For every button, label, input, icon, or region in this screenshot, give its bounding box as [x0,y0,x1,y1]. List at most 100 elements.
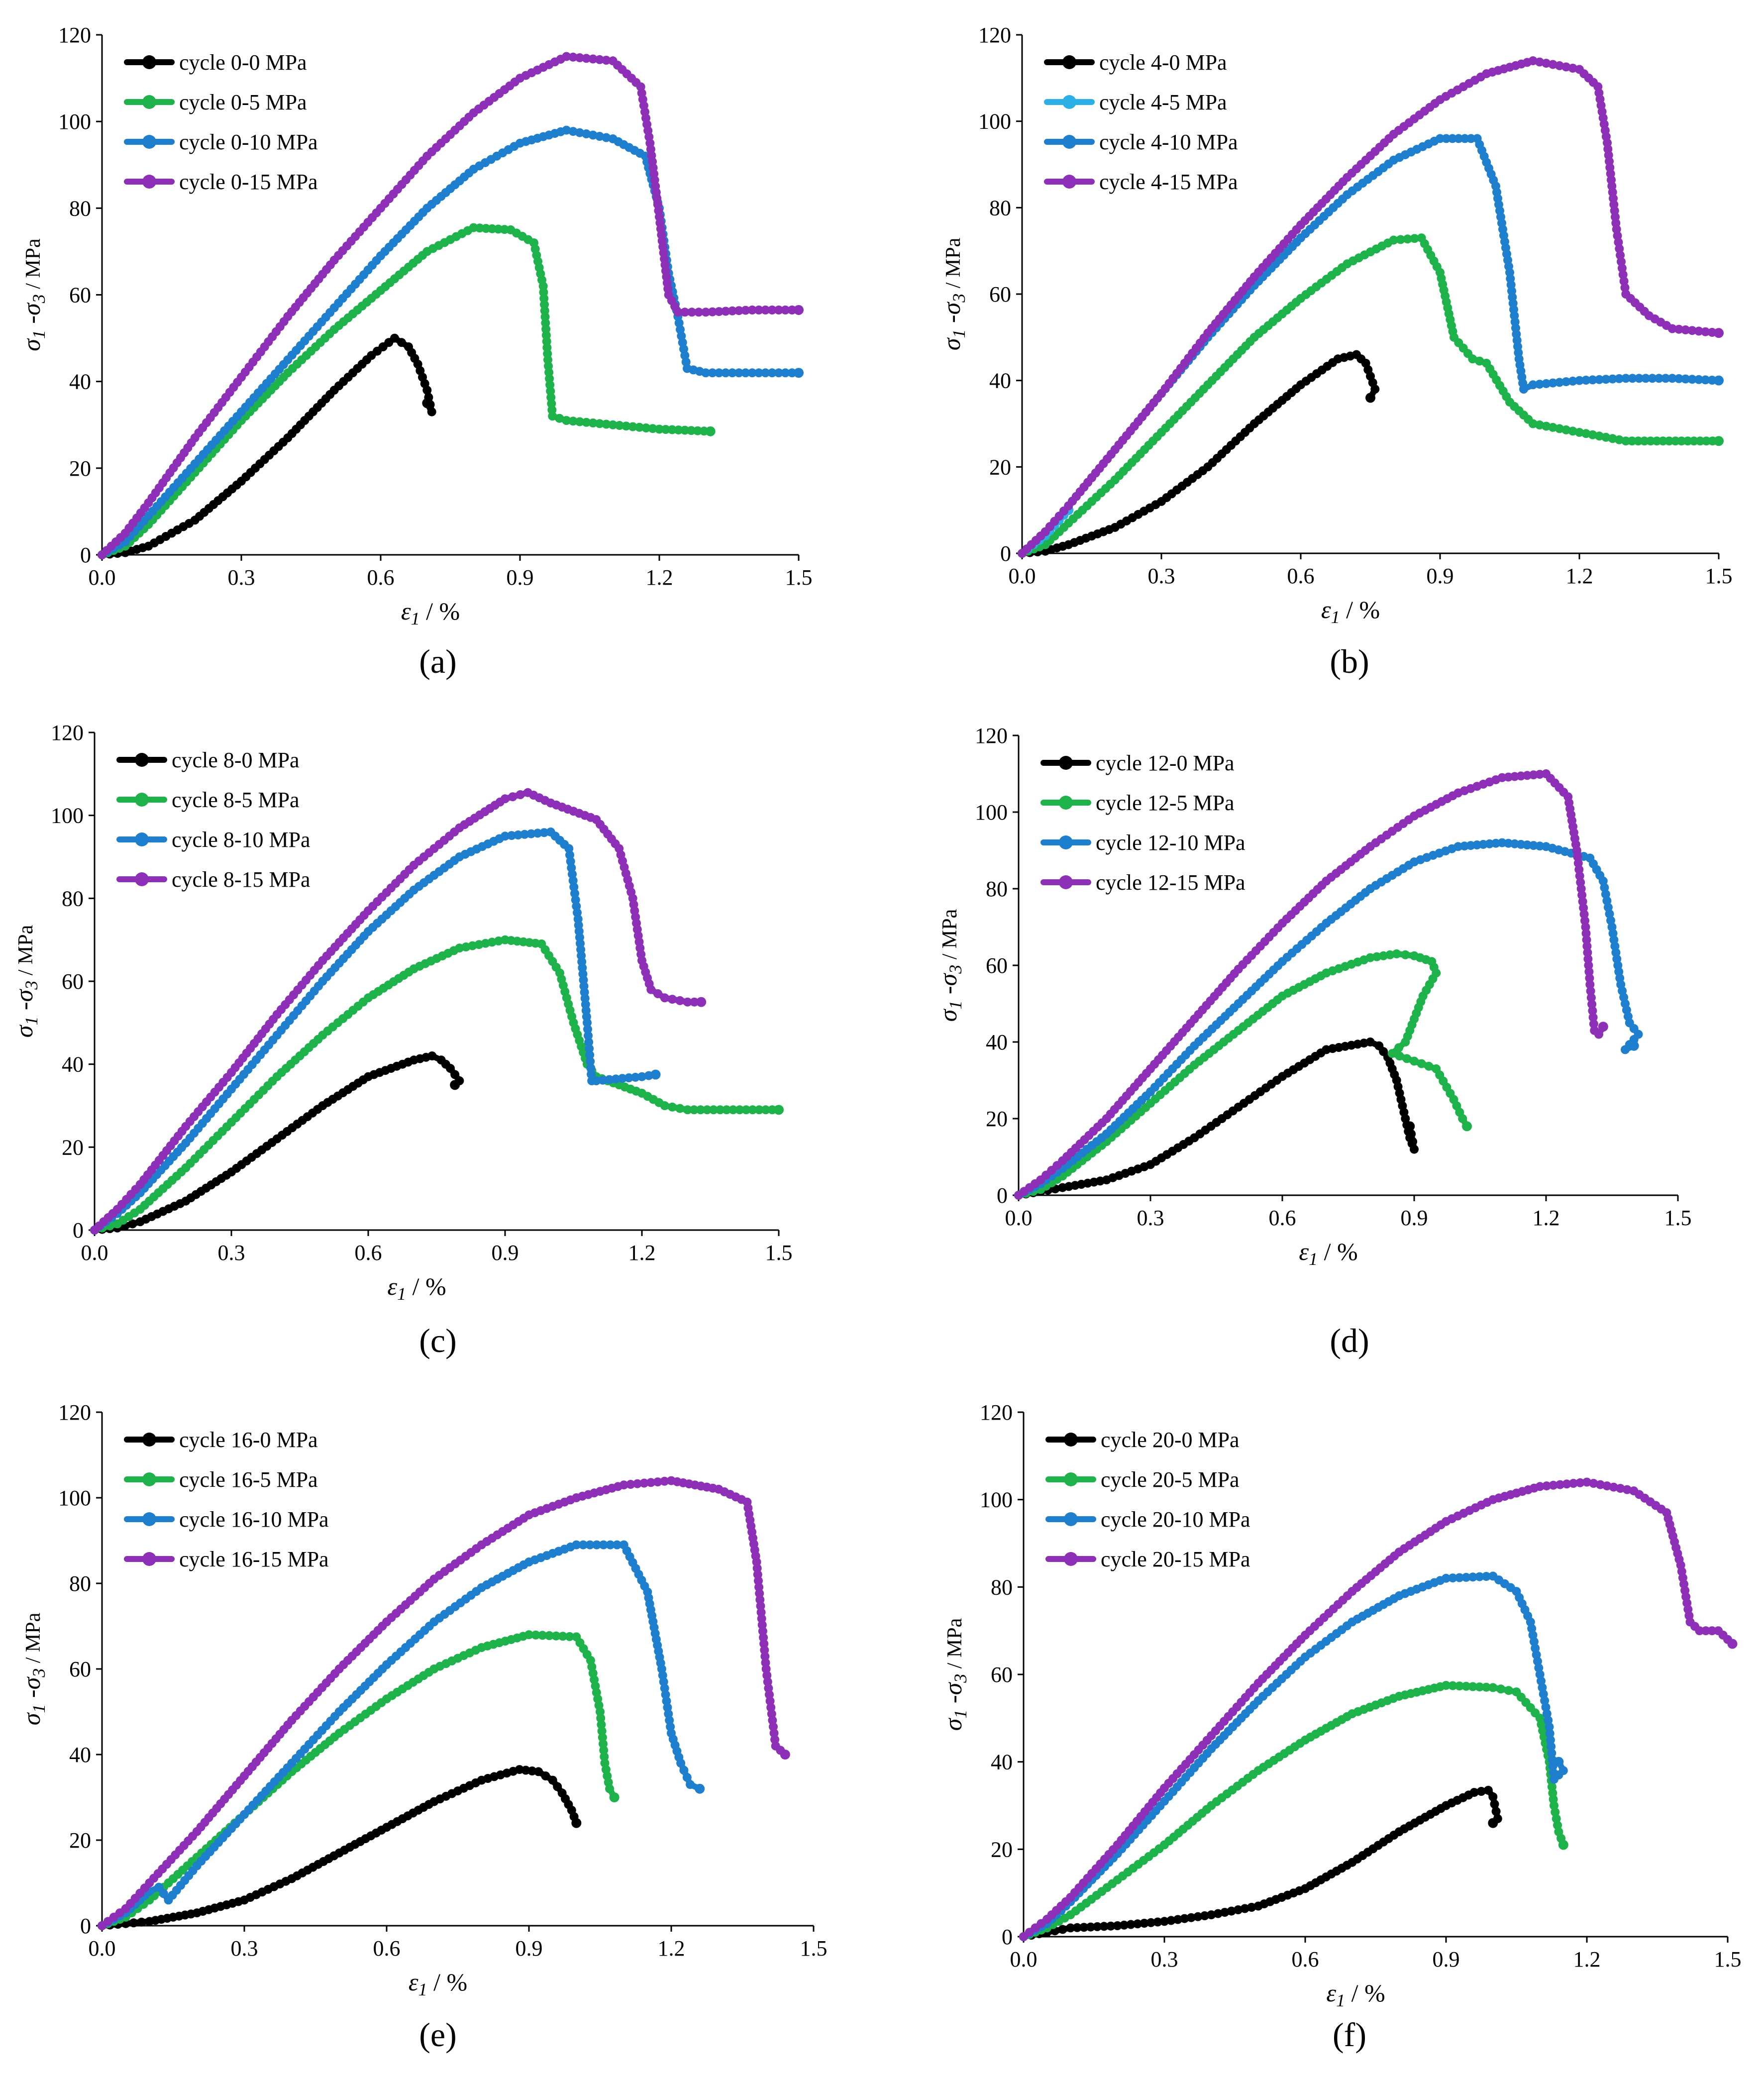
data-point [1694,375,1703,384]
data-point [1621,374,1631,383]
data-point [568,52,578,62]
data-point [516,790,525,799]
data-point [1403,234,1412,244]
data-point [1548,378,1557,388]
data-point [1581,929,1591,938]
data-point [683,1105,692,1115]
data-point [1707,1626,1717,1636]
y-tick-label: 20 [989,455,1011,479]
data-point [427,1051,437,1060]
data-point [1106,1921,1116,1931]
data-point [558,1632,568,1641]
legend-label: cycle 8-5 MPa [172,788,300,812]
data-point [668,995,677,1004]
data-point [585,1050,595,1060]
data-point [1542,1481,1552,1491]
x-tick-label: 1.5 [785,565,813,590]
data-point [1542,379,1551,388]
data-point [598,1733,607,1742]
x-axis-title: ε1 / % [409,1968,467,1999]
legend-label: cycle 12-10 MPa [1096,830,1245,855]
data-point [727,368,737,378]
y-tick-label: 0 [997,1183,1008,1208]
data-point [1659,436,1667,446]
data-point [1113,1921,1122,1930]
y-tick-label: 60 [69,1657,91,1681]
data-point [1469,1788,1479,1797]
data-point [427,407,436,416]
data-point [1490,1799,1499,1809]
data-point [1554,1757,1564,1767]
legend-label: cycle 4-10 MPa [1099,130,1238,154]
legend-label: cycle 12-15 MPa [1096,870,1245,895]
data-point [1466,134,1476,143]
data-point [1448,134,1457,143]
chart-panel-b: 0 20 40 60 80 100 120 0.0 0.3 0.6 0.9 1.2 1.5 ε1 / % σ… [882,0,1764,692]
data-point [579,1540,588,1550]
data-point [544,1631,554,1640]
data-point [675,1104,685,1113]
series-line [1019,351,1378,556]
data-point [780,1750,790,1760]
data-point [1365,393,1375,403]
data-point [1621,1045,1630,1054]
data-point [1695,436,1705,446]
data-point [715,368,724,378]
data-point [526,829,536,838]
data-point [1555,424,1564,433]
data-point [1681,325,1690,334]
data-point [1677,436,1686,446]
data-point [660,1101,669,1110]
data-point [599,1540,608,1550]
data-point [1601,432,1611,442]
data-point [128,1219,137,1229]
x-tick-label: 1.5 [1664,1206,1692,1230]
x-tick-label: 1.5 [1714,1947,1742,1971]
data-point [599,1739,608,1749]
series-a-1 [98,223,716,559]
x-tick-label: 1.5 [765,1241,793,1265]
data-point [767,306,777,314]
data-point [1586,993,1596,1002]
legend-label: cycle 20-0 MPa [1101,1428,1240,1452]
data-point [721,307,730,316]
data-point [538,1631,547,1640]
data-point [1586,986,1595,996]
data-point [1683,436,1692,446]
data-point [1410,234,1419,243]
data-point [1402,1054,1412,1063]
data-point [1646,436,1656,446]
data-point [1126,1920,1136,1929]
chart-panel-a: 0 20 40 60 80 100 120 0.0 0.3 0.6 0.9 1.2 1.5 ε1 / % σ… [0,0,882,692]
x-axis-title: ε1 / % [1326,1979,1385,2010]
data-point [648,424,657,433]
data-point [596,1713,606,1723]
data-point [565,1632,574,1641]
data-point [514,830,523,839]
data-point [1556,1480,1565,1489]
y-tick-label: 40 [62,1052,84,1077]
data-point [609,1792,620,1802]
legend-label: cycle 4-5 MPa [1099,90,1227,114]
legend-label: cycle 0-10 MPa [179,130,318,154]
data-point [586,1057,595,1066]
y-tick-label: 60 [986,953,1008,978]
data-point [1608,374,1617,384]
data-point [1588,1006,1597,1016]
data-point [1535,57,1544,67]
data-point [1555,378,1564,387]
data-point [446,1064,455,1073]
data-point [653,1477,662,1487]
series-d-3 [1014,769,1608,1200]
data-point [696,1105,705,1115]
legend-label: cycle 12-0 MPa [1096,751,1235,775]
data-point [586,1063,596,1073]
data-point [1602,1481,1612,1491]
legend-marker [142,1472,156,1486]
data-point [613,1540,622,1550]
data-point [422,398,432,409]
data-point [1582,1477,1591,1487]
data-point [1370,385,1380,394]
legend-label: cycle 16-10 MPa [179,1507,329,1532]
data-point [761,368,770,378]
